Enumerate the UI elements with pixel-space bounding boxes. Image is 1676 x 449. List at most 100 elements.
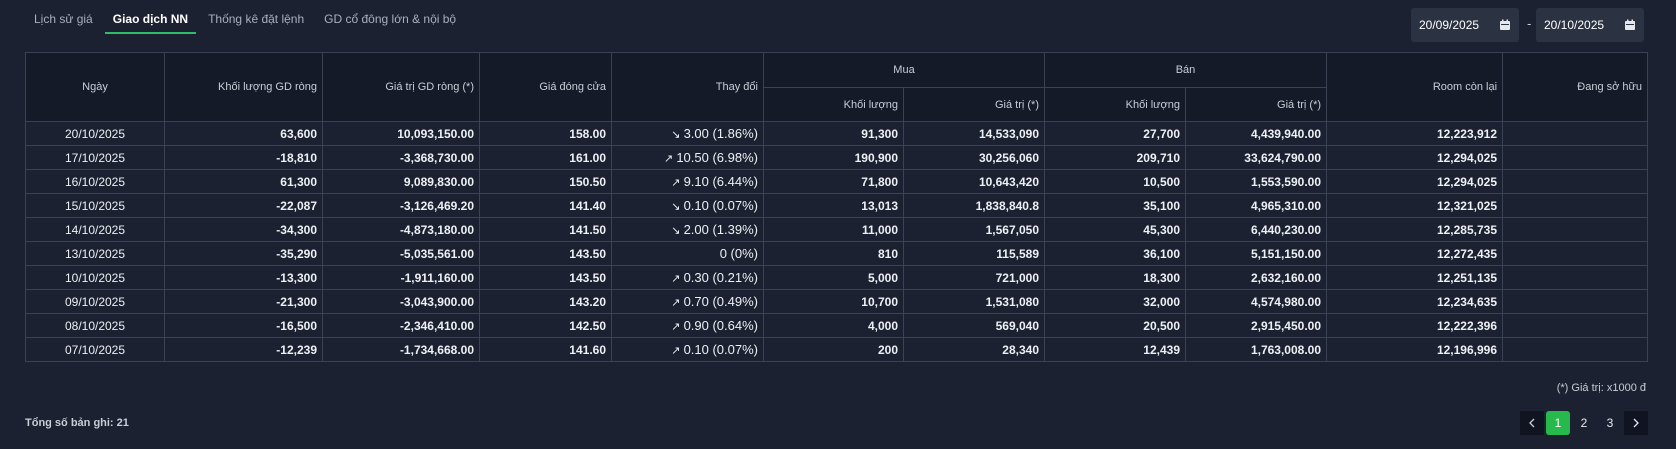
row-buy-volume: 71,800	[763, 169, 904, 194]
row-change: ↘ 2.00 (1.39%)	[611, 217, 764, 242]
row-buy-volume: 4,000	[763, 313, 904, 338]
table-row: 13/10/2025 -35,290 -5,035,561.00 143.50 0 (0…	[25, 241, 1649, 266]
row-sell-value: 1,763,008.00	[1184, 337, 1328, 362]
row-buy-value: 1,838,840.8	[903, 193, 1045, 218]
row-room-left: 12,285,735	[1326, 217, 1504, 242]
tab-major-shareholder-trading[interactable]: GD cổ đông lớn & nội bộ	[324, 12, 457, 26]
tab-bar: Lịch sử giá Giao dịch NN Thống kê đặt lệ…	[26, 10, 468, 34]
col-header-date: Ngày	[25, 52, 165, 122]
next-page-button[interactable]	[1624, 411, 1648, 435]
table-row: 15/10/2025 -22,087 -3,126,469.20 141.40 ↘ 0.…	[25, 193, 1649, 218]
page-button-3[interactable]: 3	[1606, 416, 1614, 430]
row-close-price: 161.00	[479, 145, 612, 170]
date-to-picker[interactable]: 20/10/2025	[1536, 8, 1644, 42]
table-row: 09/10/2025 -21,300 -3,043,900.00 143.20 ↗ 0.…	[25, 289, 1649, 314]
row-close-price: 150.50	[479, 169, 612, 194]
row-change: ↘ 0.10 (0.07%)	[611, 193, 764, 218]
row-change: ↗ 9.10 (6.44%)	[611, 169, 764, 194]
tab-foreign-trading[interactable]: Giao dịch NN	[104, 10, 197, 34]
row-buy-volume: 5,000	[763, 265, 904, 290]
chevron-left-icon	[1529, 418, 1535, 428]
value-unit-note: (*) Giá trị: x1000 đ	[1556, 382, 1646, 394]
calendar-icon	[1624, 19, 1636, 31]
row-close-price: 141.50	[479, 217, 612, 242]
row-close-price: 143.50	[479, 241, 612, 266]
row-net-volume: -35,290	[164, 241, 323, 266]
date-from-picker[interactable]: 20/09/2025	[1411, 8, 1519, 42]
row-change: ↗ 0.30 (0.21%)	[611, 265, 764, 290]
change-value: 0.30 (0.21%)	[683, 270, 758, 285]
row-close-price: 142.50	[479, 313, 612, 338]
pagination: 1 2 3	[1518, 411, 1648, 435]
row-date: 15/10/2025	[25, 193, 165, 218]
row-buy-value: 1,567,050	[903, 217, 1045, 242]
row-sell-volume: 32,000	[1044, 289, 1186, 314]
col-header-net-value: Giá trị GD ròng (*)	[322, 52, 480, 122]
tab-order-statistics[interactable]: Thống kê đặt lệnh	[208, 12, 305, 26]
col-header-net-volume: Khối lượng GD ròng	[164, 52, 323, 122]
col-header-room-left: Room còn lại	[1326, 52, 1504, 122]
change-value: 0 (0%)	[719, 246, 758, 261]
row-change: ↗ 10.50 (6.98%)	[611, 145, 764, 170]
change-value: 2.00 (1.39%)	[683, 222, 758, 237]
row-sell-value: 4,439,940.00	[1184, 121, 1328, 146]
row-net-volume: 63,600	[164, 121, 323, 146]
row-close-price: 143.50	[479, 265, 612, 290]
table-row: 16/10/2025 61,300 9,089,830.00 150.50 ↗ 9.10…	[25, 169, 1649, 194]
row-buy-volume: 10,700	[763, 289, 904, 314]
row-buy-value: 569,040	[903, 313, 1045, 338]
change-value: 10.50 (6.98%)	[676, 150, 758, 165]
calendar-icon	[1499, 19, 1511, 31]
total-records: Tổng số bản ghi: 21	[25, 417, 129, 429]
row-room-left: 12,196,996	[1326, 337, 1504, 362]
row-buy-volume: 810	[763, 241, 904, 266]
row-net-volume: -34,300	[164, 217, 323, 242]
tab-price-history[interactable]: Lịch sử giá	[34, 12, 93, 26]
row-sell-volume: 20,500	[1044, 313, 1186, 338]
arrow-down-right-icon: ↘	[671, 225, 684, 237]
arrow-up-right-icon: ↗	[671, 297, 684, 309]
foreign-trading-table: Ngày Khối lượng GD ròng Giá trị GD ròng …	[25, 52, 1649, 362]
page-button-2[interactable]: 2	[1580, 416, 1588, 430]
row-sell-volume: 35,100	[1044, 193, 1186, 218]
col-header-sell: Bán	[1043, 52, 1328, 88]
row-sell-value: 5,151,150.00	[1184, 241, 1328, 266]
row-sell-value: 2,632,160.00	[1184, 265, 1328, 290]
row-sell-value: 2,915,450.00	[1184, 313, 1328, 338]
row-date: 20/10/2025	[25, 121, 165, 146]
col-header-sell-volume: Khối lượng	[1044, 87, 1186, 122]
row-net-value: -3,368,730.00	[322, 145, 480, 170]
col-header-holding: Đang sở hữu	[1502, 52, 1649, 122]
change-value: 0.70 (0.49%)	[683, 294, 758, 309]
row-holding	[1502, 265, 1649, 290]
row-sell-value: 6,440,230.00	[1184, 217, 1328, 242]
row-date: 16/10/2025	[25, 169, 165, 194]
prev-page-button[interactable]	[1520, 411, 1544, 435]
row-room-left: 12,294,025	[1326, 145, 1504, 170]
chevron-right-icon	[1633, 418, 1639, 428]
row-room-left: 12,222,396	[1326, 313, 1504, 338]
row-net-volume: -13,300	[164, 265, 323, 290]
row-date: 17/10/2025	[25, 145, 165, 170]
table-row: 20/10/2025 63,600 10,093,150.00 158.00 ↘ 3.0…	[25, 121, 1649, 146]
row-date: 09/10/2025	[25, 289, 165, 314]
row-net-value: -3,126,469.20	[322, 193, 480, 218]
row-net-volume: -22,087	[164, 193, 323, 218]
row-buy-value: 30,256,060	[903, 145, 1045, 170]
row-change: 0 (0%)	[611, 241, 764, 266]
row-sell-value: 4,574,980.00	[1184, 289, 1328, 314]
row-net-volume: -18,810	[164, 145, 323, 170]
change-value: 9.10 (6.44%)	[683, 174, 758, 189]
row-sell-volume: 10,500	[1044, 169, 1186, 194]
page-button-1[interactable]: 1	[1546, 411, 1570, 435]
table-row: 14/10/2025 -34,300 -4,873,180.00 141.50 ↘ 2.…	[25, 217, 1649, 242]
row-holding	[1502, 313, 1649, 338]
row-close-price: 141.60	[479, 337, 612, 362]
row-buy-value: 28,340	[903, 337, 1045, 362]
arrow-up-right-icon: ↗	[671, 273, 684, 285]
row-net-value: -2,346,410.00	[322, 313, 480, 338]
col-header-change: Thay đổi	[611, 52, 764, 122]
row-net-value: -3,043,900.00	[322, 289, 480, 314]
row-net-value: 10,093,150.00	[322, 121, 480, 146]
row-change: ↗ 0.10 (0.07%)	[611, 337, 764, 362]
